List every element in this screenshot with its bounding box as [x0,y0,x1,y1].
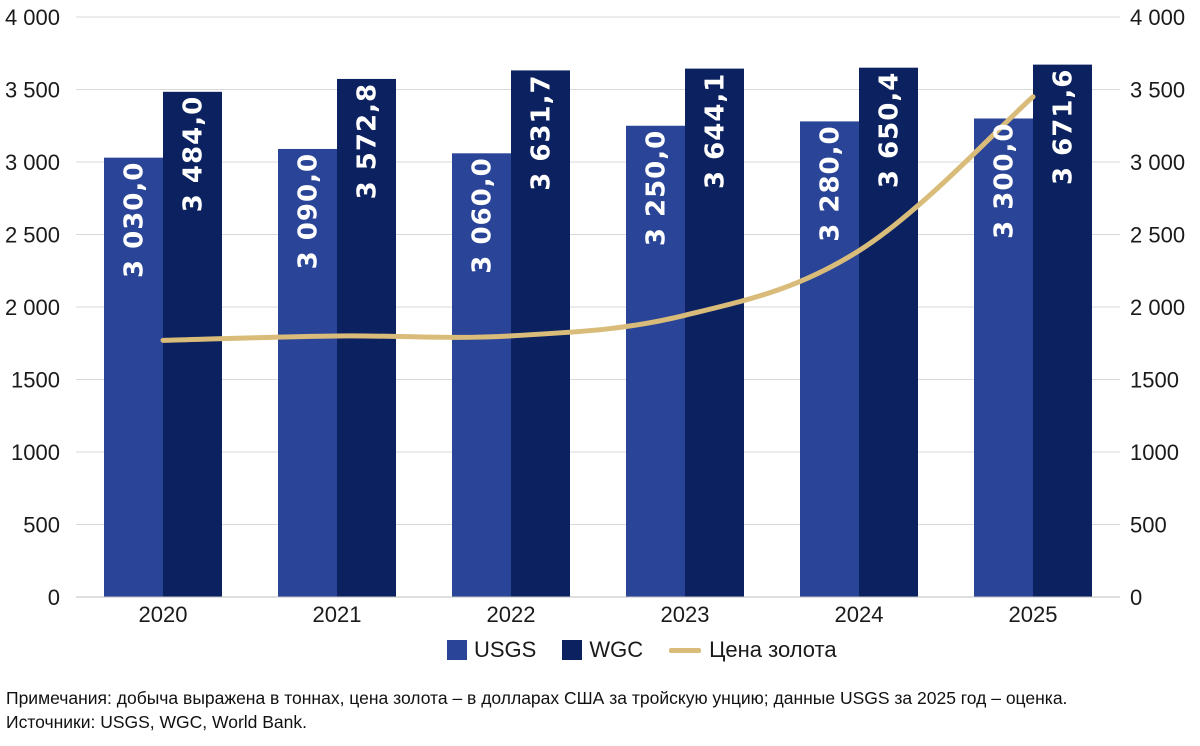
y-tick-label: 500 [23,513,60,538]
y-tick-label: 0 [48,585,60,610]
data-label: 3 650,4 [875,72,905,188]
x-tick-label: 2025 [1009,602,1058,627]
bar-usgs [626,125,685,597]
data-label: 3 030,0 [120,162,150,278]
x-tick-label: 2024 [835,602,884,627]
legend-item-usgs: USGS [447,637,536,663]
bar-wgc [685,68,744,598]
data-label: 3 300,0 [990,123,1020,239]
bar-usgs [104,157,163,597]
x-tick-label: 2021 [313,602,362,627]
data-labels: 3 030,0 3 484,0 3 090,0 3 572,8 3 060,0 3 631… [120,69,1079,278]
legend-label-usgs: USGS [474,637,537,662]
bar-wgc [1033,64,1092,598]
data-label: 3 280,0 [816,125,846,241]
data-label: 3 090,0 [294,153,324,269]
x-tick-label: 2022 [487,602,536,627]
sources-text: Источники: USGS, WGC, World Bank. [6,712,308,732]
axes: 0 0 500 500 1000 1000 1500 1500 2 000 2 000 2 500 2… [5,5,1185,627]
data-label: 3 671,6 [1049,69,1079,185]
legend-swatch-wgc [562,640,583,660]
y2-tick-label: 0 [1130,585,1142,610]
y-tick-label: 1500 [11,368,60,393]
legend-item-wgc: WGC [562,637,643,663]
data-label: 3 572,8 [353,83,383,199]
x-tick-label: 2020 [139,602,188,627]
data-label: 3 631,7 [527,74,557,190]
bar-usgs [452,153,511,598]
legend-label-gold-price: Цена золота [709,637,837,662]
y2-tick-label: 3 500 [1130,78,1185,103]
y2-tick-label: 4 000 [1130,5,1185,30]
y-tick-label: 1000 [11,440,60,465]
y2-tick-label: 1500 [1130,368,1179,393]
note-text: Примечания: добыча выражена в тоннах, це… [6,688,1068,708]
bar-usgs [278,148,337,597]
legend-swatch-usgs [447,640,467,660]
data-label: 3 644,1 [701,73,731,189]
notes: Примечания: добыча выражена в тоннах, це… [6,686,1067,734]
data-label: 3 250,0 [642,130,672,246]
y2-tick-label: 2 000 [1130,295,1185,320]
y2-tick-label: 500 [1130,513,1167,538]
bar-usgs [974,118,1033,597]
legend-item-gold-price: Цена золота [669,637,837,663]
price-line [160,94,1036,343]
bar-usgs [800,121,859,598]
bar-wgc [859,67,918,597]
bar-wgc [163,91,222,597]
y-tick-label: 4 000 [5,5,60,30]
data-label: 3 060,0 [468,157,498,273]
data-label: 3 484,0 [179,96,209,212]
gold-price-line [160,94,1036,343]
y2-tick-label: 2 500 [1130,223,1185,248]
y-tick-label: 2 000 [5,295,60,320]
y-tick-label: 2 500 [5,223,60,248]
y-tick-label: 3 500 [5,78,60,103]
legend-label-wgc: WGC [589,637,644,662]
y2-tick-label: 3 000 [1130,150,1185,175]
y2-tick-label: 1000 [1130,440,1179,465]
chart: 3 030,0 3 484,0 3 090,0 3 572,8 3 060,0 3 631… [5,5,1185,627]
legend: USGS WGC Цена золота [447,636,863,664]
y-tick-label: 3 000 [5,150,60,175]
legend-swatch-gold-price [669,647,702,653]
x-tick-label: 2023 [661,602,710,627]
gridlines [76,16,1120,525]
